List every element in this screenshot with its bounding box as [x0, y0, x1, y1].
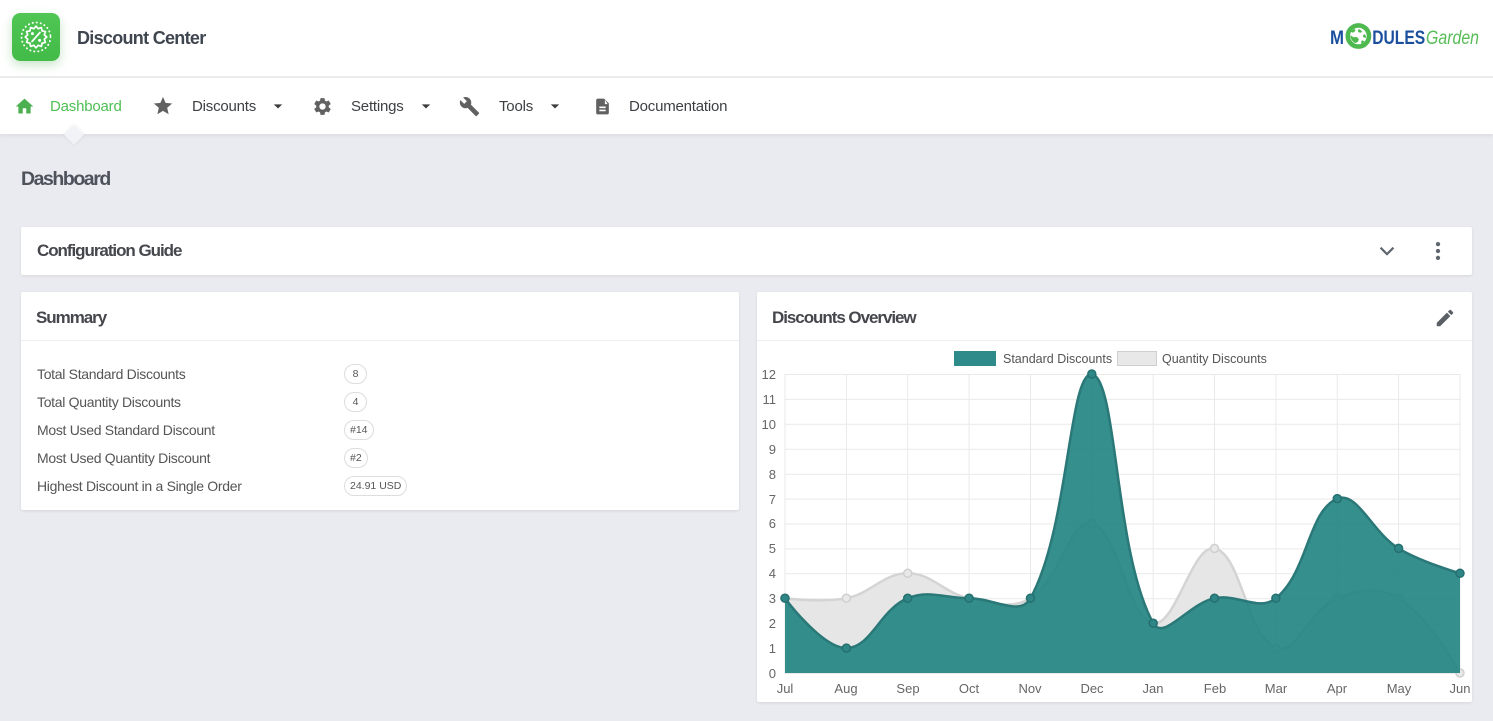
svg-text:DULES: DULES — [1372, 27, 1425, 49]
svg-text:Garden: Garden — [1426, 27, 1479, 49]
svg-text:M: M — [1330, 27, 1344, 49]
